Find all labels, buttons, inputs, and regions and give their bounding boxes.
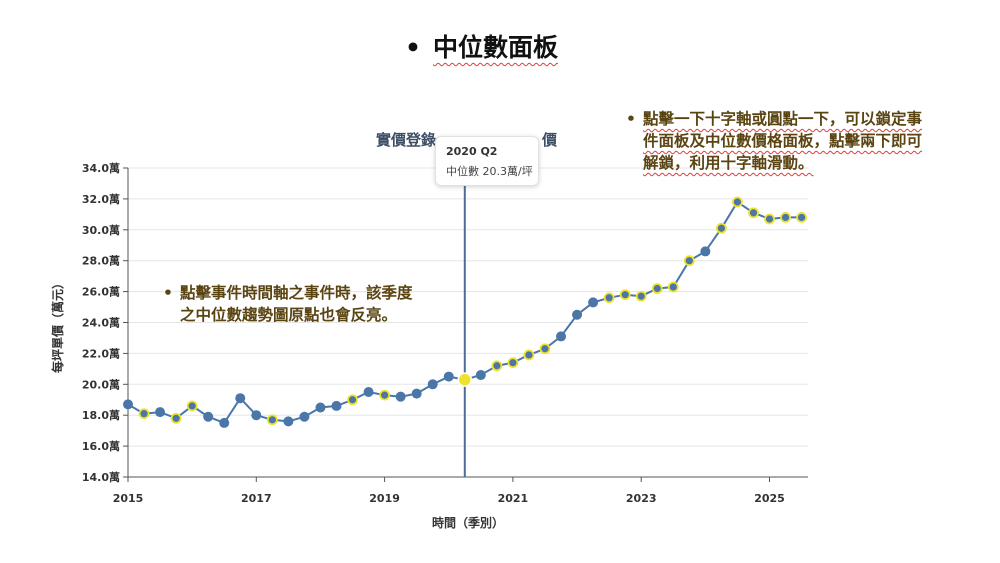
note-right-line-2: 件面板及中位數價格面板，點擊兩下即可 xyxy=(643,132,923,150)
x-tick-label: 2017 xyxy=(241,492,272,505)
data-point[interactable] xyxy=(588,297,599,308)
chart-axes: 14.0萬 16.0萬 18.0萬 20.0萬 22.0萬 24.0萬 26.0萬 28.0萬… xyxy=(82,161,808,505)
heading-text: 中位數面板 xyxy=(432,33,558,62)
y-tick-label: 16.0萬 xyxy=(82,439,120,453)
note-left-line-2: 之中位數趨勢圖原點也會反亮。 xyxy=(180,306,398,324)
note-left-line-1: 點擊事件時間軸之事件時，該季度 xyxy=(180,284,413,302)
data-point-event[interactable] xyxy=(635,290,647,302)
data-point[interactable] xyxy=(251,410,262,421)
data-point-event[interactable] xyxy=(619,289,631,301)
y-axis-label: 每坪單價（萬元） xyxy=(50,277,65,373)
data-point-event[interactable] xyxy=(748,207,759,219)
data-point-event[interactable] xyxy=(764,213,775,225)
data-point[interactable] xyxy=(556,331,567,342)
chart-title-end: 價 xyxy=(541,131,558,149)
data-point[interactable] xyxy=(283,416,294,427)
y-tick-label: 30.0萬 xyxy=(82,223,120,237)
y-tick-label: 20.0萬 xyxy=(82,377,120,391)
data-point-event[interactable] xyxy=(732,196,743,208)
data-point[interactable] xyxy=(475,370,486,381)
note-left-bullet: • xyxy=(163,284,173,302)
data-point[interactable] xyxy=(411,388,422,399)
data-point-event[interactable] xyxy=(347,394,358,406)
y-tick-label: 18.0萬 xyxy=(82,408,120,422)
series-points xyxy=(123,196,807,428)
data-point[interactable] xyxy=(155,407,166,418)
x-tick-label: 2025 xyxy=(754,492,785,505)
x-tick-label: 2021 xyxy=(498,492,529,505)
data-point-event[interactable] xyxy=(138,408,150,420)
tooltip-value: 中位數 20.3萬/坪 xyxy=(446,165,533,178)
data-point-event[interactable] xyxy=(539,343,551,355)
data-point[interactable] xyxy=(315,402,326,413)
y-tick-label: 26.0萬 xyxy=(82,285,120,299)
page-heading: • 中位數面板 xyxy=(405,28,558,64)
note-event-highlight: • 點擊事件時間軸之事件時，該季度 之中位數趨勢圖原點也會反亮。 xyxy=(163,282,480,326)
data-point-event[interactable] xyxy=(170,412,182,424)
y-tick-label: 34.0萬 xyxy=(82,161,120,175)
data-point-event[interactable] xyxy=(683,255,695,267)
data-point[interactable] xyxy=(331,400,342,411)
data-point[interactable] xyxy=(363,387,374,398)
note-right-line-1: 點擊一下十字軸或圓點一下，可以鎖定事 xyxy=(643,110,923,128)
data-point[interactable] xyxy=(123,399,133,410)
note-right-line-3: 解鎖，利用十字軸滑動。 xyxy=(643,154,814,172)
data-point-event[interactable] xyxy=(491,360,503,372)
data-point-active[interactable] xyxy=(457,372,473,387)
data-point-event[interactable] xyxy=(266,414,278,426)
heading-bullet: • xyxy=(405,33,421,62)
y-tick-label: 14.0萬 xyxy=(82,470,120,484)
data-point-event[interactable] xyxy=(651,283,663,294)
data-point[interactable] xyxy=(443,371,454,382)
data-point-event[interactable] xyxy=(523,349,535,361)
y-tick-label: 32.0萬 xyxy=(82,192,120,206)
data-point[interactable] xyxy=(427,379,438,390)
x-tick-label: 2015 xyxy=(113,492,144,505)
y-tick-label: 24.0萬 xyxy=(82,316,120,330)
data-point-event[interactable] xyxy=(603,292,615,304)
data-point-event[interactable] xyxy=(667,281,679,293)
data-point[interactable] xyxy=(219,417,230,428)
y-tick-label: 28.0萬 xyxy=(82,254,120,268)
tooltip-period: 2020 Q2 xyxy=(446,145,498,158)
y-tick-label: 22.0萬 xyxy=(82,346,120,360)
median-tooltip: 2020 Q2 中位數 20.3萬/坪 xyxy=(435,136,539,186)
data-point[interactable] xyxy=(299,411,310,422)
note-crosshair-lock: • 點擊一下十字軸或圓點一下，可以鎖定事 件面板及中位數價格面板，點擊兩下即可 … xyxy=(626,108,983,174)
data-point-event[interactable] xyxy=(379,389,391,401)
note-right-bullet: • xyxy=(626,110,636,128)
data-point-event[interactable] xyxy=(715,222,727,234)
data-point-event[interactable] xyxy=(796,212,807,223)
data-point-event[interactable] xyxy=(186,400,198,412)
data-point-event[interactable] xyxy=(507,357,519,369)
data-point[interactable] xyxy=(700,246,711,257)
data-point[interactable] xyxy=(395,391,406,402)
x-tick-label: 2019 xyxy=(369,492,400,505)
data-point-event[interactable] xyxy=(780,212,791,223)
chart-title: 實價登錄 xyxy=(376,131,436,149)
x-axis-label: 時間（季別） xyxy=(432,515,504,530)
data-point[interactable] xyxy=(572,309,583,320)
data-point[interactable] xyxy=(235,393,246,404)
data-point[interactable] xyxy=(203,411,214,422)
x-tick-label: 2023 xyxy=(626,492,657,505)
